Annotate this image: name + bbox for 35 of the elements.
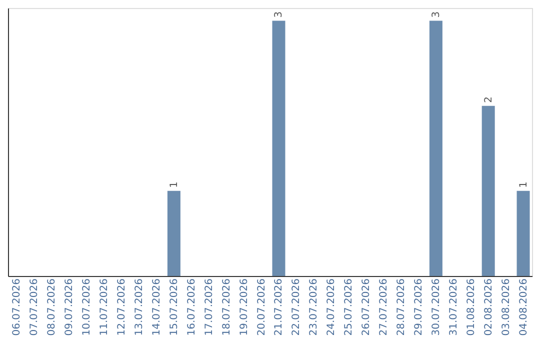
x-tick-label: 30.07.2026 bbox=[430, 278, 442, 336]
x-tick-label: 01.08.2026 bbox=[466, 278, 477, 336]
x-tick-label: 17.07.2026 bbox=[204, 278, 215, 336]
data-label: 1 bbox=[518, 182, 530, 188]
x-tick-label: 31.07.2026 bbox=[448, 278, 460, 336]
x-tick-label: 14.07.2026 bbox=[151, 278, 162, 336]
x-tick-label: 24.07.2026 bbox=[326, 278, 338, 336]
x-tick-label: 15.07.2026 bbox=[168, 278, 180, 336]
x-tick-label: 11.07.2026 bbox=[99, 278, 110, 336]
x-tick-label: 22.07.2026 bbox=[291, 278, 302, 336]
x-tick-label: 12.07.2026 bbox=[116, 278, 128, 336]
x-tick-label: 08.07.2026 bbox=[46, 278, 58, 336]
x-tick-label: 29.07.2026 bbox=[413, 278, 424, 336]
data-label: 2 bbox=[483, 96, 494, 103]
x-tick-label: 26.07.2026 bbox=[361, 278, 372, 336]
x-tick-label: 04.08.2026 bbox=[518, 278, 530, 336]
x-tick-label: 13.07.2026 bbox=[134, 278, 145, 336]
x-tick-label: 19.07.2026 bbox=[238, 278, 250, 336]
x-tick-label: 21.07.2026 bbox=[274, 278, 285, 336]
x-tick-label: 20.07.2026 bbox=[256, 278, 268, 336]
x-tick-label: 25.07.2026 bbox=[344, 278, 355, 336]
x-tick-label: 28.07.2026 bbox=[396, 278, 407, 336]
x-tick-label: 07.07.2026 bbox=[29, 278, 40, 336]
x-tick-label: 23.07.2026 bbox=[308, 278, 320, 336]
x-tick-label: 10.07.2026 bbox=[82, 278, 93, 336]
data-label: 3 bbox=[274, 11, 285, 18]
x-tick-label: 27.07.2026 bbox=[378, 278, 390, 336]
x-tick-label: 03.08.2026 bbox=[500, 278, 512, 336]
x-tick-label: 06.07.2026 bbox=[12, 278, 23, 336]
x-tick-label: 02.08.2026 bbox=[483, 278, 494, 336]
data-label: 1 bbox=[168, 182, 180, 188]
x-tick-label: 18.07.2026 bbox=[221, 278, 232, 336]
data-label: 3 bbox=[430, 11, 442, 18]
x-tick-label: 09.07.2026 bbox=[64, 278, 76, 336]
x-tick-label: 16.07.2026 bbox=[186, 278, 198, 336]
